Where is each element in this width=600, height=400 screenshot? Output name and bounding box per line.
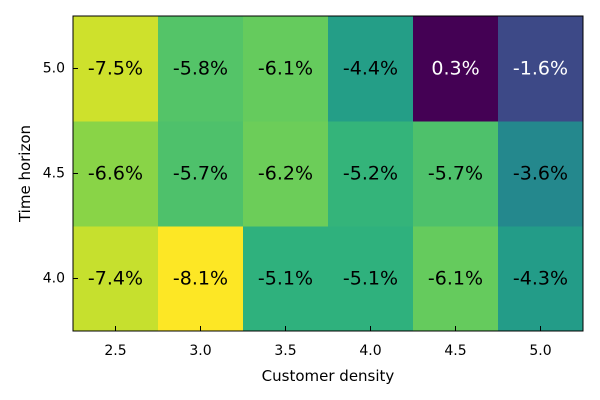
cell-value-label: -5.2% (343, 163, 398, 185)
heatmap-cell (498, 121, 584, 227)
x-axis-ticks: 2.5 3.0 3.5 4.0 4.5 5.0 (104, 326, 552, 359)
y-tick-label: 4.5 (43, 166, 65, 182)
heatmap-cell (73, 16, 159, 122)
cell-value-label: -6.6% (88, 163, 143, 185)
cell-value-label: -5.1% (258, 268, 313, 290)
cell-value-label: -5.7% (428, 163, 483, 185)
cell-value-label: -7.4% (88, 268, 143, 290)
heatmap-cell (413, 226, 499, 332)
heatmap-cell (498, 16, 584, 122)
x-axis-label: Customer density (262, 367, 395, 385)
cell-value-label: -1.6% (513, 58, 568, 80)
heatmap-cell (328, 226, 414, 332)
x-tick-label: 3.5 (274, 343, 296, 359)
heatmap-cell (243, 121, 329, 227)
heatmap-cell (413, 121, 499, 227)
heatmap-cell (73, 121, 159, 227)
heatmap-cell (243, 16, 329, 122)
cell-value-label: -6.2% (258, 163, 313, 185)
cell-value-label: -3.6% (513, 163, 568, 185)
y-tick-label: 4.0 (43, 271, 65, 287)
heatmap-cell (243, 226, 329, 332)
cell-value-label: -5.7% (173, 163, 228, 185)
cell-value-label: -5.8% (173, 58, 228, 80)
heatmap-cell (328, 121, 414, 227)
cell-value-label: -8.1% (173, 268, 228, 290)
x-tick-label: 4.5 (444, 343, 466, 359)
cell-value-label: -5.1% (343, 268, 398, 290)
cell-value-label: 0.3% (431, 58, 479, 80)
cell-value-label: -7.5% (88, 58, 143, 80)
heatmap-cell (73, 226, 159, 332)
heatmap-cell (498, 226, 584, 332)
cell-value-label: -6.1% (258, 58, 313, 80)
heatmap-cells (73, 16, 584, 332)
heatmap-cell (158, 16, 244, 122)
heatmap-cell-labels: -7.4% -8.1% -5.1% -5.1% -6.1% -4.3% -6.6% -5.7%… (88, 58, 568, 290)
heatmap-cell (158, 121, 244, 227)
x-tick-label: 2.5 (104, 343, 126, 359)
heatmap-cell (328, 16, 414, 122)
heatmap-cell (158, 226, 244, 332)
x-tick-label: 4.0 (359, 343, 381, 359)
cell-value-label: -4.3% (513, 268, 568, 290)
x-tick-label: 5.0 (529, 343, 551, 359)
cell-value-label: -4.4% (343, 58, 398, 80)
cell-value-label: -6.1% (428, 268, 483, 290)
x-tick-label: 3.0 (189, 343, 211, 359)
heatmap-cell (413, 16, 499, 122)
y-tick-label: 5.0 (43, 61, 65, 77)
y-axis-label: Time horizon (16, 125, 34, 223)
y-axis-ticks: 4.0 4.5 5.0 (43, 61, 78, 287)
